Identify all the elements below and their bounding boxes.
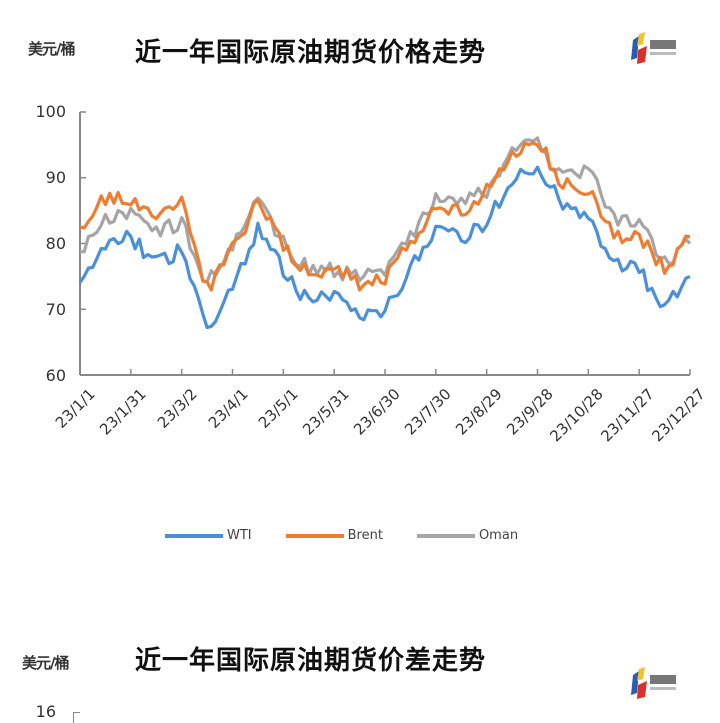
wti-swatch [165,533,223,538]
chart-title: 近一年国际原油期货价格走势 [135,38,487,68]
chart-title: 近一年国际原油期货价差走势 [135,646,487,676]
legend-item-oman: Oman [416,528,519,543]
y-tick: 80 [45,234,66,253]
brent-swatch [285,533,344,538]
y-tick: 16 [35,702,56,721]
legend-label: Brent [347,528,383,543]
y-axis-unit: 美元/桶 [22,654,69,672]
y-axis [73,712,80,723]
logo-icon [625,665,681,705]
legend-label: WTI [227,528,252,543]
y-tick: 100 [35,102,66,121]
legend: WTI Brent Oman [165,528,518,543]
y-tick: 70 [45,300,66,319]
oman-swatch [416,533,475,538]
legend-item-brent: Brent [285,528,383,543]
y-tick: 60 [45,366,66,385]
y-tick: 90 [45,168,66,187]
legend-item-wti: WTI [165,528,252,543]
legend-label: Oman [478,528,519,543]
logo-icon [625,30,681,70]
y-axis-unit: 美元/桶 [28,40,75,58]
